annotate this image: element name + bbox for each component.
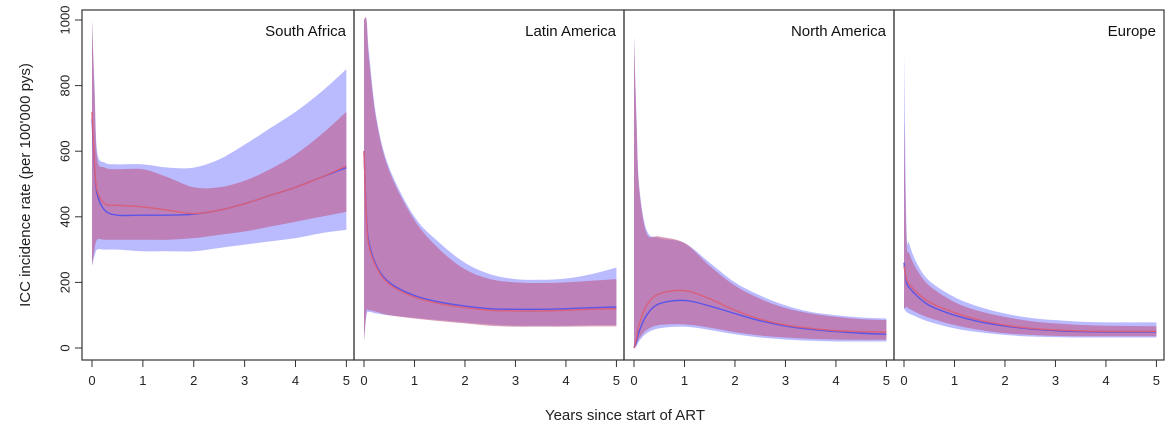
y-tick-label: 200 <box>57 272 72 294</box>
y-tick-label: 1000 <box>57 6 72 35</box>
panel-south-africa: South Africa 0 1 2 3 4 5 <box>82 10 354 388</box>
x-tick-label: 4 <box>292 373 299 388</box>
x-tick-label: 1 <box>139 373 146 388</box>
x-tick-label: 0 <box>630 373 637 388</box>
x-tick-label: 5 <box>343 373 350 388</box>
red-confidence-band <box>364 17 616 341</box>
panel-title: South Africa <box>265 23 347 40</box>
panel-title: Latin America <box>525 23 617 40</box>
x-tick-label: 3 <box>1052 373 1059 388</box>
y-tick-label: 800 <box>57 75 72 97</box>
x-axis-title: Years since start of ART <box>545 407 705 424</box>
y-tick-label: 0 <box>57 344 72 351</box>
x-tick-label: 0 <box>900 373 907 388</box>
x-tick-label: 2 <box>731 373 738 388</box>
panel-title: Europe <box>1108 23 1156 40</box>
y-axis: 0 200 400 600 800 1000 <box>57 6 82 352</box>
x-tick-label: 4 <box>1102 373 1109 388</box>
panel-europe: Europe 0 1 2 3 4 5 <box>894 10 1164 388</box>
panel-plot-area <box>364 17 616 341</box>
x-tick-label: 0 <box>360 373 367 388</box>
x-tick-label: 3 <box>782 373 789 388</box>
blue-confidence-band <box>904 53 1156 338</box>
x-tick-label: 1 <box>951 373 958 388</box>
x-tick-label: 1 <box>411 373 418 388</box>
panel-title: North America <box>791 23 887 40</box>
x-tick-label: 3 <box>241 373 248 388</box>
panel-plot-area <box>92 20 346 266</box>
x-tick-label: 1 <box>681 373 688 388</box>
x-tick-label: 3 <box>512 373 519 388</box>
y-tick-label: 600 <box>57 140 72 162</box>
panel-plot-area <box>634 36 886 348</box>
red-confidence-band <box>904 118 1156 336</box>
panel-north-america: North America 0 1 2 3 4 5 <box>624 10 894 388</box>
x-tick-label: 2 <box>1001 373 1008 388</box>
x-tick-label: 2 <box>461 373 468 388</box>
y-tick-label: 400 <box>57 206 72 228</box>
panel-latin-america: Latin America 0 1 2 3 4 5 <box>354 10 624 388</box>
x-tick-label: 5 <box>883 373 890 388</box>
x-tick-label: 2 <box>190 373 197 388</box>
x-tick-label: 4 <box>562 373 569 388</box>
x-tick-label: 5 <box>613 373 620 388</box>
x-tick-label: 0 <box>88 373 95 388</box>
y-axis-title: ICC incidence rate (per 100'000 pys) <box>17 63 34 307</box>
x-tick-label: 5 <box>1153 373 1160 388</box>
x-tick-label: 4 <box>832 373 839 388</box>
panel-plot-area <box>904 53 1156 338</box>
